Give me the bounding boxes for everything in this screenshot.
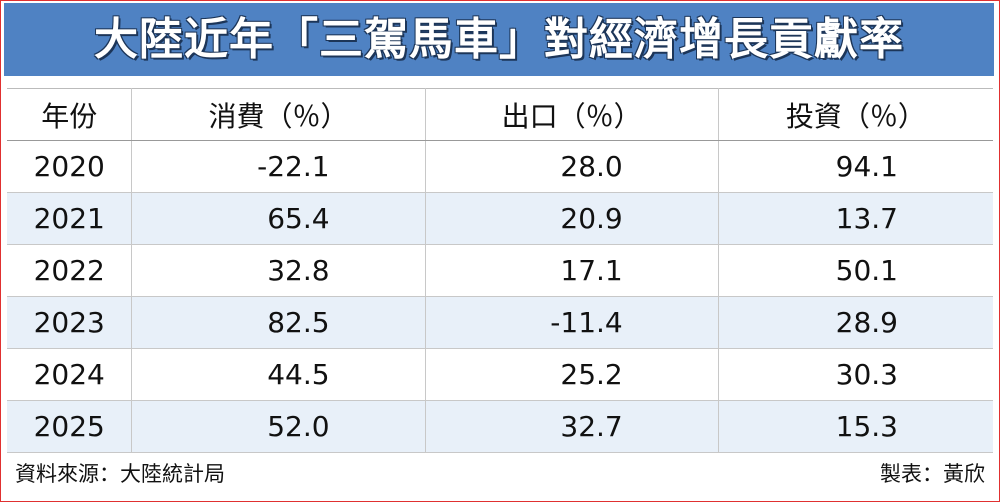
- source: 資料來源：大陸統計局: [15, 462, 225, 486]
- year-cell: 2023: [7, 296, 132, 349]
- table-body: 2020 -22.1 28.0 94.1 2021 65.4 20.9 13.7 2022 32.…: [7, 140, 993, 453]
- credit: 製表：黃欣: [880, 462, 985, 486]
- value-cell: -22.1: [131, 140, 426, 193]
- value-cell: 28.0: [424, 140, 719, 193]
- value-cell: 65.4: [131, 192, 426, 245]
- table-row: 2024 44.5 25.2 30.3: [7, 348, 993, 401]
- column-header: 投資（％）: [717, 88, 993, 141]
- table-row: 2021 65.4 20.9 13.7: [7, 192, 993, 245]
- value-cell: 82.5: [131, 296, 426, 349]
- value-cell: 44.5: [131, 348, 426, 401]
- footer: 資料來源：大陸統計局 製表：黃欣: [7, 453, 993, 495]
- column-header: 年份: [7, 88, 132, 141]
- year-cell: 2021: [7, 192, 132, 245]
- year-cell: 2024: [7, 348, 132, 401]
- value-cell: 25.2: [424, 348, 719, 401]
- value-cell: 52.0: [131, 400, 426, 453]
- value-cell: 15.3: [717, 400, 993, 453]
- year-cell: 2022: [7, 244, 132, 297]
- table-row: 2020 -22.1 28.0 94.1: [7, 140, 993, 193]
- value-cell: 30.3: [717, 348, 993, 401]
- column-header: 消費（％）: [131, 88, 426, 141]
- value-cell: 17.1: [424, 244, 719, 297]
- value-cell: 32.8: [131, 244, 426, 297]
- year-cell: 2025: [7, 400, 132, 453]
- table-row: 2022 32.8 17.1 50.1: [7, 244, 993, 297]
- value-cell: -11.4: [424, 296, 719, 349]
- value-cell: 94.1: [717, 140, 993, 193]
- value-cell: 20.9: [424, 192, 719, 245]
- value-cell: 50.1: [717, 244, 993, 297]
- value-cell: 32.7: [424, 400, 719, 453]
- table-row: 2025 52.0 32.7 15.3: [7, 400, 993, 453]
- year-cell: 2020: [7, 140, 132, 193]
- data-table: 年份 消費（％） 出口（％） 投資（％） 2020 -22.1 28.0 94.1 2021 6…: [7, 88, 993, 453]
- value-cell: 13.7: [717, 192, 993, 245]
- value-cell: 28.9: [717, 296, 993, 349]
- title: 大陸近年「三駕馬車」對經濟增長貢獻率: [4, 3, 994, 76]
- column-header: 出口（％）: [424, 88, 719, 141]
- header-row: 年份 消費（％） 出口（％） 投資（％）: [7, 88, 993, 141]
- table-row: 2023 82.5 -11.4 28.9: [7, 296, 993, 349]
